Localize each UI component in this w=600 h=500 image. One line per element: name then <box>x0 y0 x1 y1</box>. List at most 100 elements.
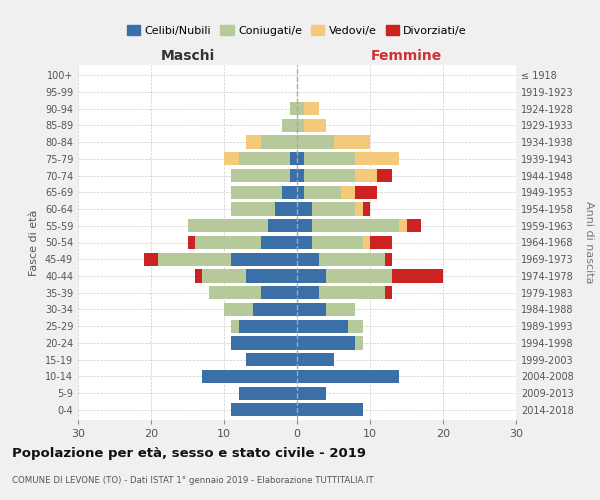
Bar <box>158 252 297 266</box>
Bar <box>297 169 377 182</box>
Bar <box>195 236 297 249</box>
Bar <box>297 136 370 148</box>
Bar <box>232 404 297 416</box>
Bar <box>297 202 362 215</box>
Bar <box>297 236 362 249</box>
Bar <box>297 320 362 333</box>
Bar <box>297 386 326 400</box>
Bar <box>260 136 297 148</box>
Text: Femmine: Femmine <box>371 50 442 64</box>
Bar <box>202 270 297 282</box>
Bar <box>268 219 297 232</box>
Bar <box>297 219 421 232</box>
Bar <box>297 353 334 366</box>
Bar <box>297 336 362 349</box>
Bar <box>297 336 355 349</box>
Bar <box>232 202 297 215</box>
Bar <box>297 252 319 266</box>
Bar <box>232 186 297 199</box>
Bar <box>239 386 297 400</box>
Bar <box>297 119 304 132</box>
Bar <box>232 169 297 182</box>
Bar <box>297 386 326 400</box>
Bar <box>224 152 297 166</box>
Bar <box>232 169 297 182</box>
Bar <box>290 152 297 166</box>
Bar <box>297 370 399 383</box>
Bar <box>297 136 370 148</box>
Bar <box>297 404 362 416</box>
Bar <box>297 186 304 199</box>
Bar <box>202 370 297 383</box>
Bar <box>297 136 334 148</box>
Bar <box>297 270 392 282</box>
Bar <box>297 252 392 266</box>
Bar <box>297 152 355 166</box>
Bar <box>297 286 385 300</box>
Legend: Celibi/Nubili, Coniugati/e, Vedovi/e, Divorziati/e: Celibi/Nubili, Coniugati/e, Vedovi/e, Di… <box>122 21 472 40</box>
Bar <box>297 336 362 349</box>
Bar <box>260 286 297 300</box>
Bar <box>246 353 297 366</box>
Bar <box>297 219 311 232</box>
Bar <box>232 169 297 182</box>
Bar <box>297 353 334 366</box>
Bar <box>297 370 399 383</box>
Bar <box>202 370 297 383</box>
Bar <box>202 370 297 383</box>
Bar <box>232 320 297 333</box>
Bar <box>297 252 385 266</box>
Bar <box>297 169 392 182</box>
Bar <box>297 236 392 249</box>
Bar <box>202 370 297 383</box>
Bar <box>297 219 399 232</box>
Bar <box>239 386 297 400</box>
Bar <box>246 270 297 282</box>
Bar <box>158 252 297 266</box>
Bar <box>297 252 385 266</box>
Bar <box>187 219 297 232</box>
Bar <box>283 186 297 199</box>
Bar <box>290 169 297 182</box>
Bar <box>297 320 348 333</box>
Bar <box>297 169 355 182</box>
Bar <box>232 186 297 199</box>
Bar <box>144 252 297 266</box>
Bar <box>290 102 297 115</box>
Bar <box>232 202 297 215</box>
Bar <box>297 202 311 215</box>
Bar <box>246 136 297 148</box>
Bar <box>209 286 297 300</box>
Bar <box>232 252 297 266</box>
Bar <box>297 303 355 316</box>
Bar <box>232 202 297 215</box>
Bar <box>187 219 297 232</box>
Bar <box>297 353 334 366</box>
Bar <box>297 270 326 282</box>
Bar <box>297 236 311 249</box>
Bar <box>232 186 297 199</box>
Bar <box>290 102 297 115</box>
Bar <box>187 219 297 232</box>
Bar <box>187 236 297 249</box>
Bar <box>297 102 304 115</box>
Bar <box>297 303 355 316</box>
Bar <box>283 119 297 132</box>
Bar <box>202 270 297 282</box>
Bar <box>246 353 297 366</box>
Bar <box>253 303 297 316</box>
Bar <box>290 102 297 115</box>
Bar <box>297 336 362 349</box>
Bar <box>297 320 362 333</box>
Bar <box>232 336 297 349</box>
Bar <box>297 404 362 416</box>
Bar <box>297 270 443 282</box>
Bar <box>297 102 319 115</box>
Bar <box>297 404 362 416</box>
Bar <box>297 169 304 182</box>
Text: Popolazione per età, sesso e stato civile - 2019: Popolazione per età, sesso e stato civil… <box>12 448 366 460</box>
Bar <box>275 202 297 215</box>
Bar <box>283 119 297 132</box>
Bar <box>297 202 355 215</box>
Bar <box>209 286 297 300</box>
